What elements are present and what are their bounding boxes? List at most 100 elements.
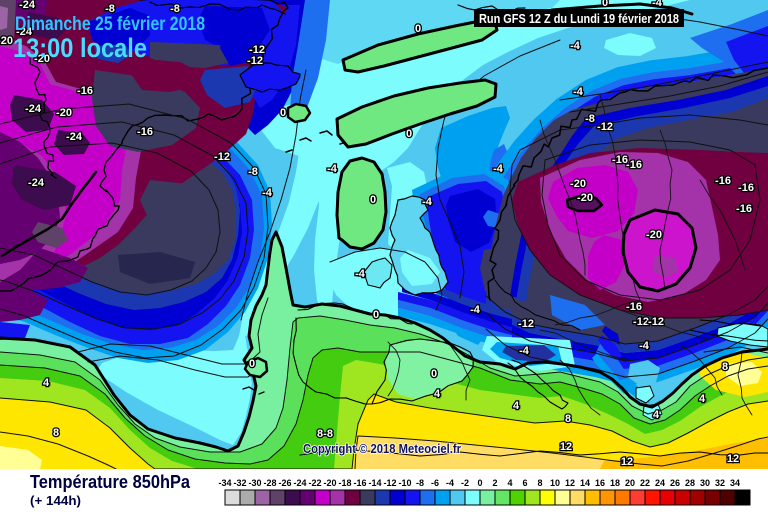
- svg-text:-10: -10: [398, 478, 411, 488]
- svg-text:-24: -24: [66, 131, 83, 143]
- svg-text:-4: -4: [573, 86, 584, 98]
- svg-text:-2: -2: [461, 478, 469, 488]
- svg-text:0: 0: [477, 478, 482, 488]
- svg-text:-12: -12: [597, 121, 613, 133]
- svg-text:-18: -18: [338, 478, 351, 488]
- svg-text:-16: -16: [137, 126, 153, 138]
- svg-text:-22: -22: [308, 478, 321, 488]
- svg-text:16: 16: [595, 478, 605, 488]
- svg-text:-20: -20: [646, 229, 662, 241]
- svg-text:-4: -4: [519, 345, 530, 357]
- svg-text:4: 4: [653, 409, 660, 421]
- svg-text:-20: -20: [323, 478, 336, 488]
- svg-text:12: 12: [621, 456, 633, 468]
- svg-text:6: 6: [522, 478, 527, 488]
- svg-text:8: 8: [565, 413, 571, 425]
- svg-text:10: 10: [550, 478, 560, 488]
- svg-text:4: 4: [43, 377, 50, 389]
- svg-text:-4: -4: [470, 304, 481, 316]
- svg-text:32: 32: [715, 478, 725, 488]
- svg-text:-16: -16: [612, 154, 628, 166]
- svg-text:-4: -4: [570, 40, 581, 52]
- svg-text:-8: -8: [416, 478, 424, 488]
- svg-text:0: 0: [602, 0, 608, 9]
- svg-text:24: 24: [655, 478, 665, 488]
- svg-text:-16: -16: [353, 478, 366, 488]
- svg-text:-4: -4: [422, 196, 433, 208]
- svg-text:Copyright © 2018 Meteociel.fr: Copyright © 2018 Meteociel.fr: [303, 442, 461, 456]
- svg-text:8-8: 8-8: [317, 428, 333, 440]
- svg-text:(+ 144h): (+ 144h): [30, 493, 81, 508]
- svg-text:-12: -12: [249, 44, 265, 56]
- svg-text:-12: -12: [518, 318, 534, 330]
- svg-text:22: 22: [640, 478, 650, 488]
- svg-text:-28: -28: [263, 478, 276, 488]
- svg-text:20: 20: [625, 478, 635, 488]
- svg-text:0: 0: [406, 128, 412, 140]
- svg-text:-12: -12: [214, 151, 230, 163]
- svg-text:-30: -30: [248, 478, 261, 488]
- svg-text:-16: -16: [626, 301, 642, 313]
- svg-text:-8: -8: [585, 113, 595, 125]
- svg-text:-4: -4: [493, 163, 504, 175]
- svg-text:-20: -20: [577, 192, 593, 204]
- svg-text:-24: -24: [25, 103, 42, 115]
- svg-text:-32: -32: [233, 478, 246, 488]
- svg-text:8: 8: [537, 478, 542, 488]
- svg-text:4: 4: [434, 388, 441, 400]
- svg-text:-16: -16: [736, 203, 752, 215]
- svg-text:8: 8: [53, 427, 59, 439]
- svg-text:0: 0: [370, 194, 376, 206]
- svg-text:-20: -20: [34, 53, 50, 65]
- svg-text:-4: -4: [639, 340, 650, 352]
- svg-text:-14: -14: [368, 478, 381, 488]
- svg-text:-16: -16: [77, 85, 93, 97]
- svg-text:0: 0: [431, 368, 437, 380]
- svg-text:-8: -8: [170, 3, 180, 15]
- svg-text:0: 0: [249, 358, 255, 370]
- svg-text:-16: -16: [626, 159, 642, 171]
- svg-text:30: 30: [700, 478, 710, 488]
- svg-text:0: 0: [373, 309, 379, 321]
- svg-text:-16: -16: [715, 175, 731, 187]
- svg-text:-4: -4: [355, 268, 366, 280]
- svg-text:4: 4: [699, 393, 706, 405]
- svg-text:-8: -8: [105, 3, 115, 15]
- svg-text:-4: -4: [262, 187, 273, 199]
- svg-text:-4: -4: [652, 0, 663, 9]
- svg-text:34: 34: [730, 478, 740, 488]
- svg-text:12: 12: [565, 478, 575, 488]
- svg-text:-8: -8: [248, 166, 258, 178]
- svg-text:4: 4: [513, 400, 520, 412]
- svg-text:-12: -12: [383, 478, 396, 488]
- svg-text:-24: -24: [19, 0, 36, 11]
- svg-text:Température 850hPa: Température 850hPa: [30, 472, 191, 492]
- svg-text:-4: -4: [327, 163, 338, 175]
- svg-text:-12: -12: [247, 55, 263, 67]
- svg-text:12: 12: [727, 453, 739, 465]
- svg-text:-4: -4: [446, 478, 454, 488]
- svg-text:-16: -16: [738, 182, 754, 194]
- svg-text:-24: -24: [16, 26, 33, 38]
- svg-text:18: 18: [610, 478, 620, 488]
- svg-text:Dimanche 25 février 2018: Dimanche 25 février 2018: [15, 14, 205, 35]
- svg-text:-26: -26: [278, 478, 291, 488]
- svg-text:-34: -34: [218, 478, 231, 488]
- svg-text:12: 12: [560, 441, 572, 453]
- svg-text:-12: -12: [633, 316, 649, 328]
- svg-text:-20: -20: [0, 35, 13, 47]
- svg-text:-12: -12: [648, 316, 664, 328]
- svg-text:13:00 locale: 13:00 locale: [13, 33, 147, 63]
- svg-text:26: 26: [670, 478, 680, 488]
- svg-text:2: 2: [492, 478, 497, 488]
- svg-text:0: 0: [415, 23, 421, 35]
- svg-text:-6: -6: [431, 478, 439, 488]
- svg-text:4: 4: [507, 478, 512, 488]
- svg-text:28: 28: [685, 478, 695, 488]
- svg-text:8: 8: [722, 361, 728, 373]
- svg-text:-24: -24: [28, 177, 45, 189]
- svg-text:0: 0: [280, 107, 286, 119]
- svg-text:Run GFS 12 Z du Lundi 19 févri: Run GFS 12 Z du Lundi 19 février 2018: [479, 11, 679, 26]
- svg-text:-20: -20: [56, 107, 72, 119]
- svg-text:14: 14: [580, 478, 590, 488]
